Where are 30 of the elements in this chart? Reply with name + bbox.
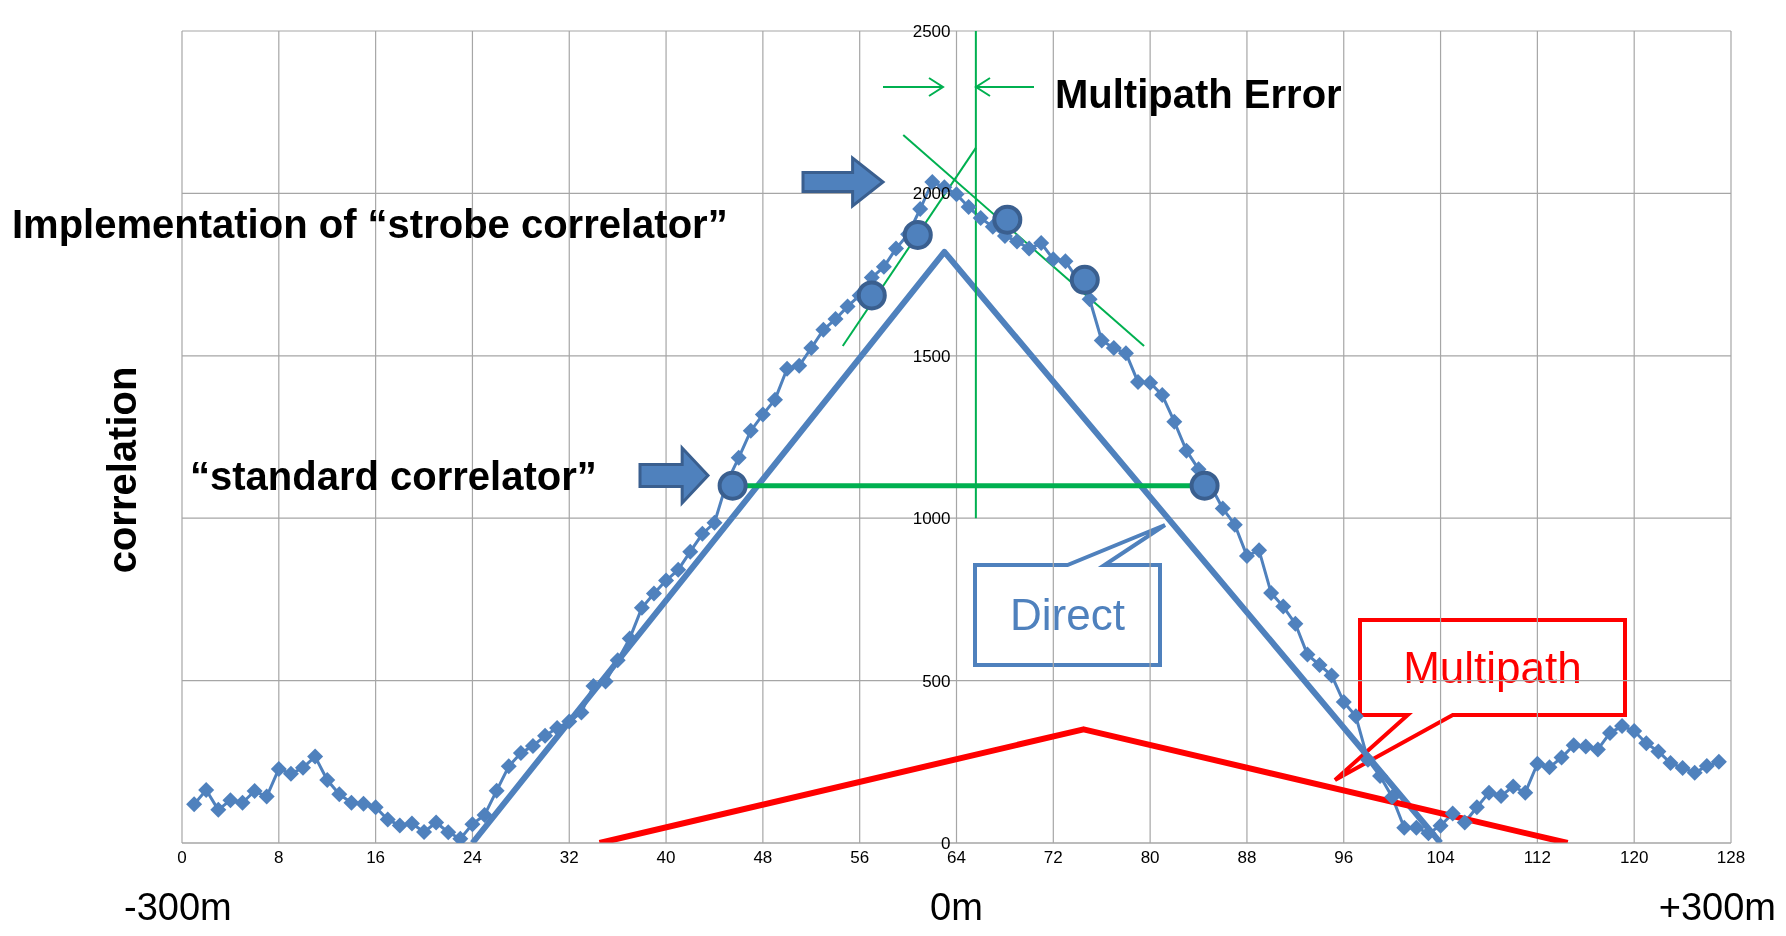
x-tick-label: 104 [1426,848,1455,868]
y-tick-label: 1000 [912,509,951,529]
x-tick-label: 64 [947,848,966,868]
x-tick-label: 24 [462,848,482,868]
text: 0m [930,886,983,928]
series-label: Direct [1010,590,1125,639]
x-tick-label: 0 [177,848,187,868]
text: -300m [124,886,232,928]
x-tick-label: 48 [753,848,773,868]
x-tick-label: 80 [1140,848,1160,868]
annotation: Multipath Error [1055,72,1342,116]
text: +300m [1658,886,1776,928]
x-tick-label: 128 [1716,848,1746,868]
y-tick-label: 1500 [912,346,951,366]
y-tick-label: 500 [922,671,951,691]
x-tick-label: 120 [1620,848,1649,868]
x-tick-label: 8 [274,848,284,868]
x-tick-label: 56 [850,848,870,868]
annotation: Implementation of “strobe correlator” [12,202,728,246]
annotation: “standard correlator” [190,454,597,498]
x-tick-label: 112 [1523,848,1551,868]
x-tick-label: 72 [1043,848,1063,868]
x-tick-label: 96 [1334,848,1354,868]
x-tick-label: 88 [1237,848,1257,868]
y-tick-label: 2500 [912,22,951,41]
text: Multipath [1403,642,1582,692]
x-tick-label: 16 [366,848,386,868]
x-tick-label: 32 [559,848,579,868]
x-tick-label: 40 [656,848,676,868]
y-axis-title: correlation [100,366,144,574]
